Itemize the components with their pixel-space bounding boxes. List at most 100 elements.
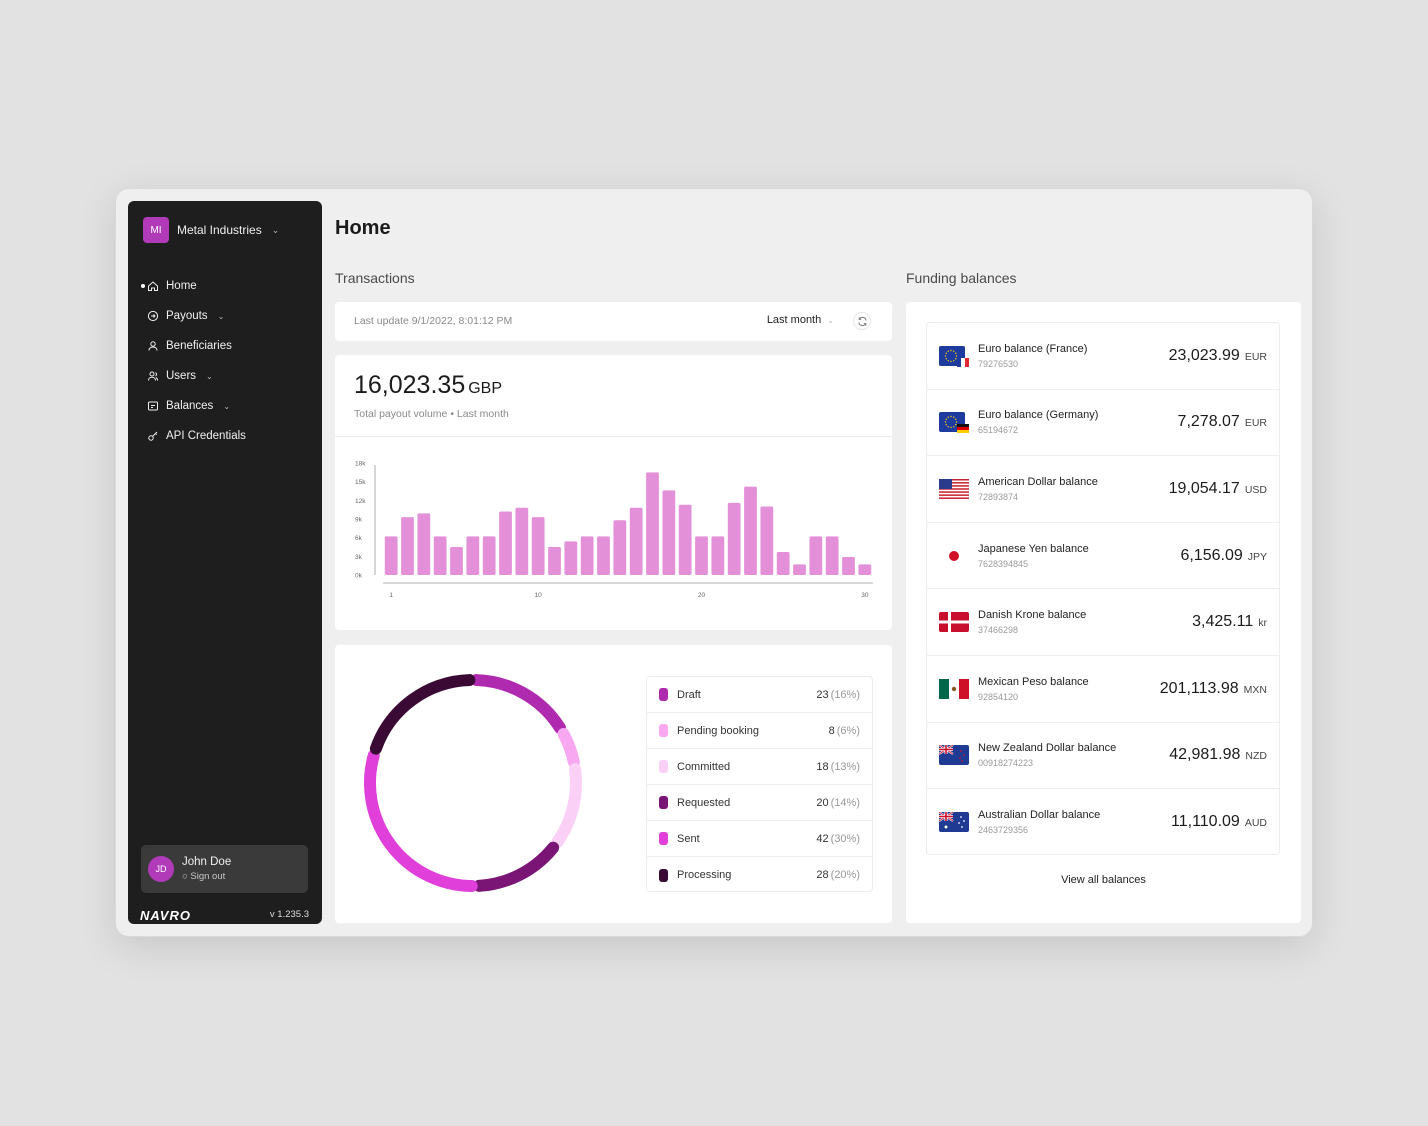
balance-amount-group: 42,981.98 NZD	[1169, 746, 1267, 764]
bar-day-23[interactable]	[744, 486, 757, 575]
sidebar-item-payouts[interactable]: Payouts ⌄	[143, 301, 246, 331]
bar-day-21[interactable]	[711, 536, 725, 575]
balance-name: Mexican Peso balance	[978, 675, 1089, 688]
balance-amount: 6,156.09	[1180, 546, 1243, 564]
bar-day-12[interactable]	[564, 541, 578, 575]
key-icon	[147, 430, 159, 442]
legend-percent: (14%)	[830, 796, 860, 809]
bar-day-17[interactable]	[646, 472, 659, 575]
bar-day-29[interactable]	[842, 556, 855, 575]
user-name: John Doe	[182, 856, 232, 868]
funding-balances-card: Euro balance (France) 79276530 23,023.99 EU…	[906, 302, 1301, 923]
bar-day-3[interactable]	[417, 513, 431, 575]
balance-currency: EUR	[1244, 417, 1267, 430]
bar-day-9[interactable]	[515, 507, 529, 575]
bar-day-11[interactable]	[548, 547, 561, 575]
bar-day-8[interactable]	[499, 511, 512, 575]
bar-day-30[interactable]	[858, 564, 872, 575]
user-card[interactable]: JD John Doe ○ Sign out	[141, 845, 308, 893]
donut-slice-committed[interactable]	[551, 763, 582, 848]
account-number: 7628394845	[978, 558, 1029, 569]
bar-day-15[interactable]	[613, 520, 627, 575]
bar-day-16[interactable]	[629, 507, 643, 575]
bar-day-4[interactable]	[433, 536, 447, 575]
sidebar-item-users[interactable]: Users ⌄	[143, 361, 246, 391]
chevron-down-icon: ⌄	[271, 224, 280, 235]
brand-logo: NAVRO	[140, 908, 191, 923]
balance-name: New Zealand Dollar balance	[978, 742, 1117, 755]
donut-slice-sent[interactable]	[364, 749, 478, 892]
donut-slice-requested[interactable]	[472, 841, 560, 892]
balances-list: Euro balance (France) 79276530 23,023.99 EU…	[926, 322, 1280, 855]
page-title: Home	[335, 217, 391, 239]
bar-day-13[interactable]	[580, 536, 594, 575]
sign-out-link[interactable]: ○ Sign out	[182, 871, 231, 882]
bar-day-6[interactable]	[466, 536, 480, 575]
legend-swatch	[659, 868, 668, 882]
org-switcher[interactable]: MI Metal Industries ⌄	[143, 217, 279, 243]
separator-dot: •	[450, 408, 457, 420]
bar-day-24[interactable]	[760, 506, 774, 575]
period-select[interactable]: Last month ⌄	[767, 314, 834, 326]
donut-slice-pending-booking[interactable]	[557, 727, 580, 769]
flag-eu-de-icon	[939, 412, 969, 434]
balance-info: American Dollar balance 72893874	[978, 476, 1169, 502]
home-icon	[147, 280, 159, 292]
sidebar-item-home[interactable]: Home	[141, 271, 246, 301]
bar-day-28[interactable]	[825, 536, 839, 575]
balance-info: Australian Dollar balance 2463729356	[978, 809, 1171, 835]
balance-row[interactable]: American Dollar balance 72893874 19,054.17…	[927, 456, 1279, 523]
legend-item-pending-booking[interactable]: Pending booking 8 (6%)	[647, 713, 872, 749]
y-tick-label: 0k	[355, 573, 363, 580]
view-all-balances-link[interactable]: View all balances	[1061, 874, 1146, 886]
sidebar-item-label: Beneficiaries	[166, 340, 232, 352]
subtitle-period: Last month	[456, 408, 509, 420]
sidebar-item-balances[interactable]: Balances ⌄	[143, 391, 246, 421]
flag-mx-icon	[939, 678, 969, 699]
bar-day-14[interactable]	[597, 536, 610, 575]
bar-day-2[interactable]	[401, 517, 414, 575]
legend-percent: (30%)	[830, 832, 860, 845]
app-version: v 1.235.3	[269, 909, 309, 920]
bar-day-18[interactable]	[662, 490, 676, 575]
bar-day-22[interactable]	[727, 502, 741, 575]
legend-percent: (13%)	[830, 760, 860, 773]
bar-day-26[interactable]	[793, 564, 806, 575]
bar-day-5[interactable]	[450, 547, 463, 575]
balance-row[interactable]: Australian Dollar balance 2463729356 11,11…	[927, 789, 1279, 856]
bar-day-7[interactable]	[482, 536, 496, 575]
refresh-button[interactable]	[853, 312, 871, 330]
sidebar-item-beneficiaries[interactable]: Beneficiaries	[143, 331, 246, 361]
bar-day-25[interactable]	[776, 551, 790, 575]
balance-row[interactable]: Japanese Yen balance 7628394845 6,156.09 JP…	[927, 523, 1279, 590]
donut-slice-draft[interactable]	[470, 674, 566, 734]
donut-slice-processing[interactable]	[369, 674, 476, 755]
legend-label: Requested	[677, 796, 731, 809]
balance-row[interactable]: New Zealand Dollar balance 00918274223 42,…	[927, 723, 1279, 790]
legend-item-sent[interactable]: Sent 42 (30%)	[647, 821, 872, 857]
legend-item-processing[interactable]: Processing 28 (20%)	[647, 857, 872, 893]
bar-day-20[interactable]	[695, 536, 708, 575]
y-tick-label: 18k	[355, 461, 366, 468]
update-bar: Last update 9/1/2022, 8:01:12 PM Last mo…	[335, 302, 892, 341]
bar-day-27[interactable]	[809, 536, 823, 575]
y-tick-label: 12k	[355, 498, 366, 505]
sidebar-item-api-credentials[interactable]: API Credentials	[143, 421, 246, 451]
legend-item-requested[interactable]: Requested 20 (14%)	[647, 785, 872, 821]
chevron-down-icon: ⌄	[827, 316, 834, 325]
legend-count: 28	[816, 869, 829, 881]
sidebar: MI Metal Industries ⌄ Home Payouts ⌄ Benefi…	[128, 201, 322, 924]
bar-day-1[interactable]	[384, 536, 398, 575]
bar-day-10[interactable]	[531, 517, 545, 575]
refresh-icon	[857, 316, 867, 326]
balance-row[interactable]: Danish Krone balance 37466298 3,425.11 kr	[927, 589, 1279, 656]
legend-item-draft[interactable]: Draft 23 (16%)	[647, 677, 872, 713]
balance-name: Danish Krone balance	[978, 609, 1087, 622]
legend-item-committed[interactable]: Committed 18 (13%)	[647, 749, 872, 785]
balance-info: Euro balance (Germany) 65194672	[978, 409, 1178, 435]
balance-row[interactable]: Mexican Peso balance 92854120 201,113.98 MX…	[927, 656, 1279, 723]
balance-row[interactable]: Euro balance (France) 79276530 23,023.99 EU…	[927, 323, 1279, 390]
balance-row[interactable]: Euro balance (Germany) 65194672 7,278.07 EU…	[927, 390, 1279, 457]
transactions-title: Transactions	[335, 270, 415, 286]
bar-day-19[interactable]	[678, 504, 692, 575]
